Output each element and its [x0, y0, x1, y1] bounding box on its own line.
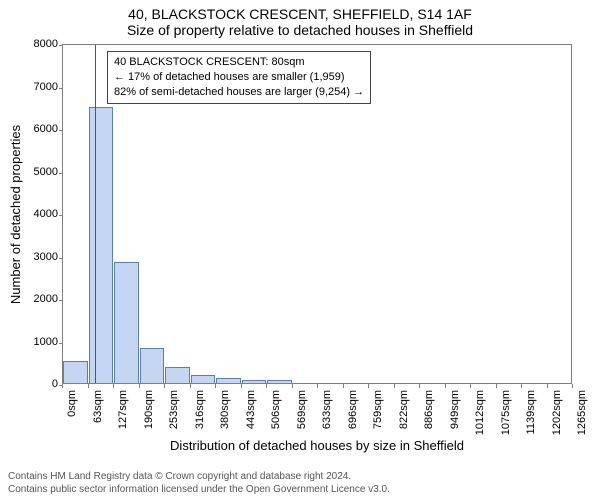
property-marker-line	[95, 45, 96, 383]
x-tick-mark	[164, 384, 165, 388]
x-tick-label: 569sqm	[296, 390, 308, 429]
y-tick-label: 7000	[28, 81, 58, 93]
x-tick-label: 1202sqm	[551, 390, 563, 435]
histogram-bar	[267, 380, 292, 383]
footer-line-2: Contains public sector information licen…	[8, 484, 390, 497]
x-tick-mark	[445, 384, 446, 388]
x-tick-mark	[292, 384, 293, 388]
x-tick-mark	[419, 384, 420, 388]
y-tick-label: 8000	[28, 38, 58, 50]
histogram-bar	[216, 378, 241, 383]
y-tick-label: 0	[28, 378, 58, 390]
x-tick-label: 127sqm	[117, 390, 129, 429]
x-tick-mark	[521, 384, 522, 388]
x-tick-label: 0sqm	[66, 390, 78, 417]
x-axis-label: Distribution of detached houses by size …	[62, 438, 572, 453]
x-tick-label: 380sqm	[219, 390, 231, 429]
x-tick-mark	[343, 384, 344, 388]
x-tick-label: 316sqm	[194, 390, 206, 429]
x-tick-label: 1012sqm	[474, 390, 486, 435]
annotation-line-2: ← 17% of detached houses are smaller (1,…	[114, 70, 364, 85]
page-title: 40, BLACKSTOCK CRESCENT, SHEFFIELD, S14 …	[0, 0, 600, 22]
histogram-bar	[242, 380, 267, 383]
annotation-line-1: 40 BLACKSTOCK CRESCENT: 80sqm	[114, 55, 364, 70]
x-tick-label: 822sqm	[398, 390, 410, 429]
y-axis-label: Number of detached properties	[8, 44, 24, 384]
y-tick-label: 3000	[28, 251, 58, 263]
x-tick-mark	[470, 384, 471, 388]
x-tick-label: 190sqm	[143, 390, 155, 429]
x-axis-ticks: 0sqm 63sqm 127sqm 190sqm 253sqm 316sqm 380sqm 4…	[62, 384, 572, 439]
y-tick-mark	[59, 88, 63, 89]
histogram-bar	[191, 375, 216, 384]
x-tick-mark	[547, 384, 548, 388]
x-tick-label: 1265sqm	[576, 390, 588, 435]
x-tick-label: 696sqm	[347, 390, 359, 429]
y-tick-mark	[59, 300, 63, 301]
x-tick-label: 1075sqm	[500, 390, 512, 435]
y-tick-label: 2000	[28, 293, 58, 305]
histogram-bar	[165, 367, 190, 383]
x-tick-mark	[190, 384, 191, 388]
x-tick-label: 1139sqm	[525, 390, 537, 434]
x-tick-mark	[241, 384, 242, 388]
x-tick-label: 633sqm	[321, 390, 333, 429]
x-tick-mark	[368, 384, 369, 388]
histogram-bar	[140, 348, 165, 383]
footer-line-1: Contains HM Land Registry data © Crown c…	[8, 471, 390, 484]
x-tick-label: 506sqm	[270, 390, 282, 429]
x-tick-mark	[215, 384, 216, 388]
y-tick-label: 6000	[28, 123, 58, 135]
chart-plot-area: 40 BLACKSTOCK CRESCENT: 80sqm ← 17% of d…	[62, 44, 572, 384]
x-tick-label: 759sqm	[372, 390, 384, 429]
x-tick-label: 253sqm	[168, 390, 180, 429]
annotation-box: 40 BLACKSTOCK CRESCENT: 80sqm ← 17% of d…	[107, 51, 371, 104]
x-tick-mark	[113, 384, 114, 388]
chart-container: 40, BLACKSTOCK CRESCENT, SHEFFIELD, S14 …	[0, 0, 600, 500]
y-tick-mark	[59, 45, 63, 46]
x-tick-label: 63sqm	[92, 390, 104, 423]
x-tick-label: 443sqm	[245, 390, 257, 429]
y-tick-mark	[59, 343, 63, 344]
page-subtitle: Size of property relative to detached ho…	[0, 22, 600, 38]
x-tick-mark	[496, 384, 497, 388]
y-tick-mark	[59, 130, 63, 131]
y-tick-label: 1000	[28, 336, 58, 348]
x-tick-mark	[62, 384, 63, 388]
y-tick-label: 5000	[28, 166, 58, 178]
histogram-bar	[89, 107, 114, 383]
x-tick-mark	[572, 384, 573, 388]
y-tick-mark	[59, 258, 63, 259]
y-tick-mark	[59, 215, 63, 216]
y-tick-label: 4000	[28, 208, 58, 220]
x-tick-mark	[139, 384, 140, 388]
x-tick-mark	[317, 384, 318, 388]
x-tick-label: 949sqm	[449, 390, 461, 429]
x-tick-label: 886sqm	[423, 390, 435, 429]
y-axis-ticks: 010002000300040005000600070008000	[28, 44, 62, 384]
x-tick-mark	[88, 384, 89, 388]
y-tick-mark	[59, 173, 63, 174]
footer-attribution: Contains HM Land Registry data © Crown c…	[8, 471, 390, 496]
histogram-bar	[63, 361, 88, 383]
histogram-bar	[114, 262, 139, 383]
annotation-line-3: 82% of semi-detached houses are larger (…	[114, 85, 364, 100]
x-tick-mark	[266, 384, 267, 388]
x-tick-mark	[394, 384, 395, 388]
